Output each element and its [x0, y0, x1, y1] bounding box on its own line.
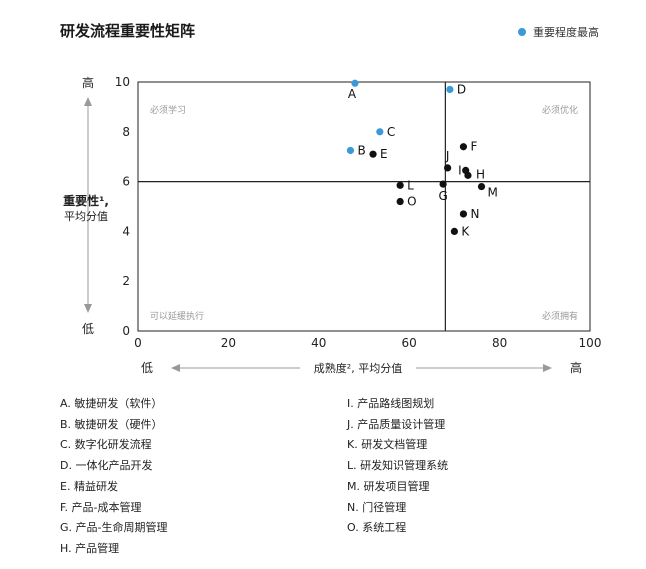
process-item: B. 敏捷研发（硬件） [60, 417, 163, 431]
x-axis-title: 成熟度², 平均分值 [314, 361, 402, 375]
legend: 重要程度最高 [518, 24, 599, 40]
data-point-label-n: N [470, 207, 479, 221]
x-tick-label: 40 [311, 336, 326, 350]
data-point-label-k: K [461, 224, 470, 238]
process-item: L. 研发知识管理系统 [347, 459, 449, 473]
process-item: D. 一体化产品开发 [60, 459, 153, 473]
process-item: I. 产品路线图规划 [347, 397, 435, 410]
process-item: H. 产品管理 [60, 541, 120, 555]
data-point-label-l: L [407, 178, 414, 192]
process-item: E. 精益研发 [60, 479, 118, 493]
data-point-label-a: A [348, 87, 357, 101]
data-point-label-i: I [458, 163, 462, 177]
quadrant-label-top-left: 必须学习 [150, 104, 186, 116]
y-axis-title: 重要性¹, [63, 193, 109, 208]
y-axis-subtitle: 平均分值 [64, 210, 108, 223]
data-point-c [376, 128, 384, 136]
y-axis-high-label: 高 [82, 75, 94, 90]
data-point-j [444, 164, 452, 172]
data-point-a [351, 79, 359, 87]
y-axis-arrow-down-icon [84, 304, 92, 313]
process-item: K. 研发文档管理 [347, 438, 428, 452]
y-tick-label: 10 [115, 75, 130, 89]
process-item: N. 门径管理 [347, 500, 407, 514]
data-point-g [439, 180, 447, 188]
y-axis-arrow-up-icon [84, 97, 92, 106]
y-tick-label: 2 [122, 274, 130, 288]
data-point-label-d: D [457, 82, 466, 96]
x-tick-label: 20 [221, 336, 236, 350]
data-point-e [369, 150, 377, 158]
process-item: G. 产品-生命周期管理 [60, 521, 168, 535]
y-tick-label: 8 [122, 125, 130, 139]
quadrant-label-bottom-right: 必须拥有 [542, 310, 578, 322]
y-tick-label: 6 [122, 175, 130, 189]
process-list-right: I. 产品路线图规划 J. 产品质量设计管理 K. 研发文档管理 L. 研发知识管理系… [347, 394, 448, 539]
x-tick-label: 0 [134, 336, 142, 350]
data-point-label-h: H [476, 167, 485, 181]
quadrant-label-bottom-left: 可以延缓执行 [150, 310, 204, 322]
data-point-k [450, 227, 458, 235]
x-axis-low-label: 低 [141, 361, 153, 375]
data-point-d [446, 85, 454, 94]
data-point-i [462, 166, 470, 174]
plot-frame [137, 81, 591, 332]
data-point-label-o: O [407, 195, 416, 209]
legend-marker-icon [518, 28, 526, 36]
y-axis-low-label: 低 [82, 322, 94, 336]
process-item: O. 系统工程 [347, 521, 407, 535]
process-item: J. 产品质量设计管理 [347, 417, 446, 431]
process-list-left: A. 敏捷研发（软件） B. 敏捷研发（硬件） C. 数字化研发流程 D. 一体化产品… [60, 394, 168, 560]
process-item: M. 研发项目管理 [347, 479, 430, 493]
process-item: F. 产品-成本管理 [60, 500, 142, 514]
x-axis-arrow-right-icon [543, 364, 552, 372]
data-point-label-c: C [387, 125, 395, 139]
x-tick-label: 60 [402, 336, 417, 350]
data-point-l [396, 181, 404, 189]
data-point-o [396, 197, 404, 206]
data-point-label-f: F [470, 140, 477, 154]
x-axis-arrow-left-icon [171, 364, 180, 372]
x-tick-label: 100 [579, 336, 602, 350]
data-point-label-e: E [380, 147, 388, 161]
data-point-b [346, 146, 355, 155]
y-tick-label: 4 [122, 224, 130, 238]
data-point-label-b: B [357, 143, 365, 157]
process-item: A. 敏捷研发（软件） [60, 397, 163, 410]
data-point-n [459, 210, 468, 218]
data-point-label-j: J [445, 149, 450, 163]
legend-label: 重要程度最高 [533, 26, 599, 39]
data-point-label-g: G [438, 189, 447, 203]
chart-title: 研发流程重要性矩阵 [60, 22, 196, 40]
data-point-m [477, 182, 486, 191]
x-axis-high-label: 高 [570, 360, 582, 375]
y-tick-label: 0 [122, 324, 130, 338]
data-point-label-m: M [488, 186, 498, 200]
process-item: C. 数字化研发流程 [60, 438, 152, 452]
data-point-f [459, 143, 468, 151]
x-tick-label: 80 [492, 336, 507, 350]
quadrant-label-top-right: 必须优化 [542, 104, 578, 116]
